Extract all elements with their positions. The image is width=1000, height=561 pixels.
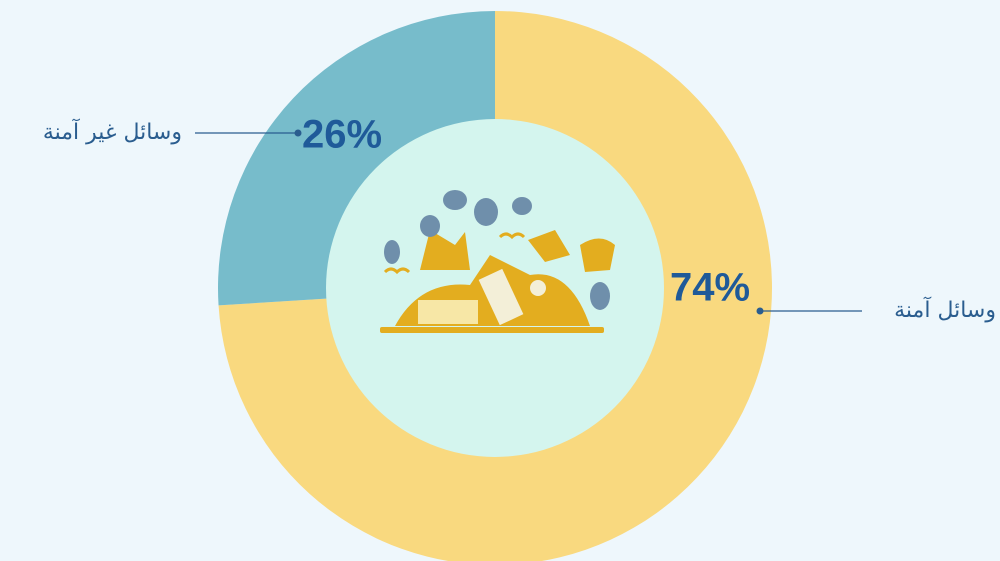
leader-dot (294, 129, 302, 137)
category-label: وسائل آمنة (894, 296, 996, 323)
labels: 74% وسائل آمنة 26% وسائل غير آمنة (43, 113, 996, 323)
value-label: 74% (670, 266, 750, 310)
trash-icon (380, 190, 615, 333)
leader-dot (756, 307, 764, 315)
value-label: 26% (302, 113, 382, 157)
category-label: وسائل غير آمنة (43, 118, 182, 145)
